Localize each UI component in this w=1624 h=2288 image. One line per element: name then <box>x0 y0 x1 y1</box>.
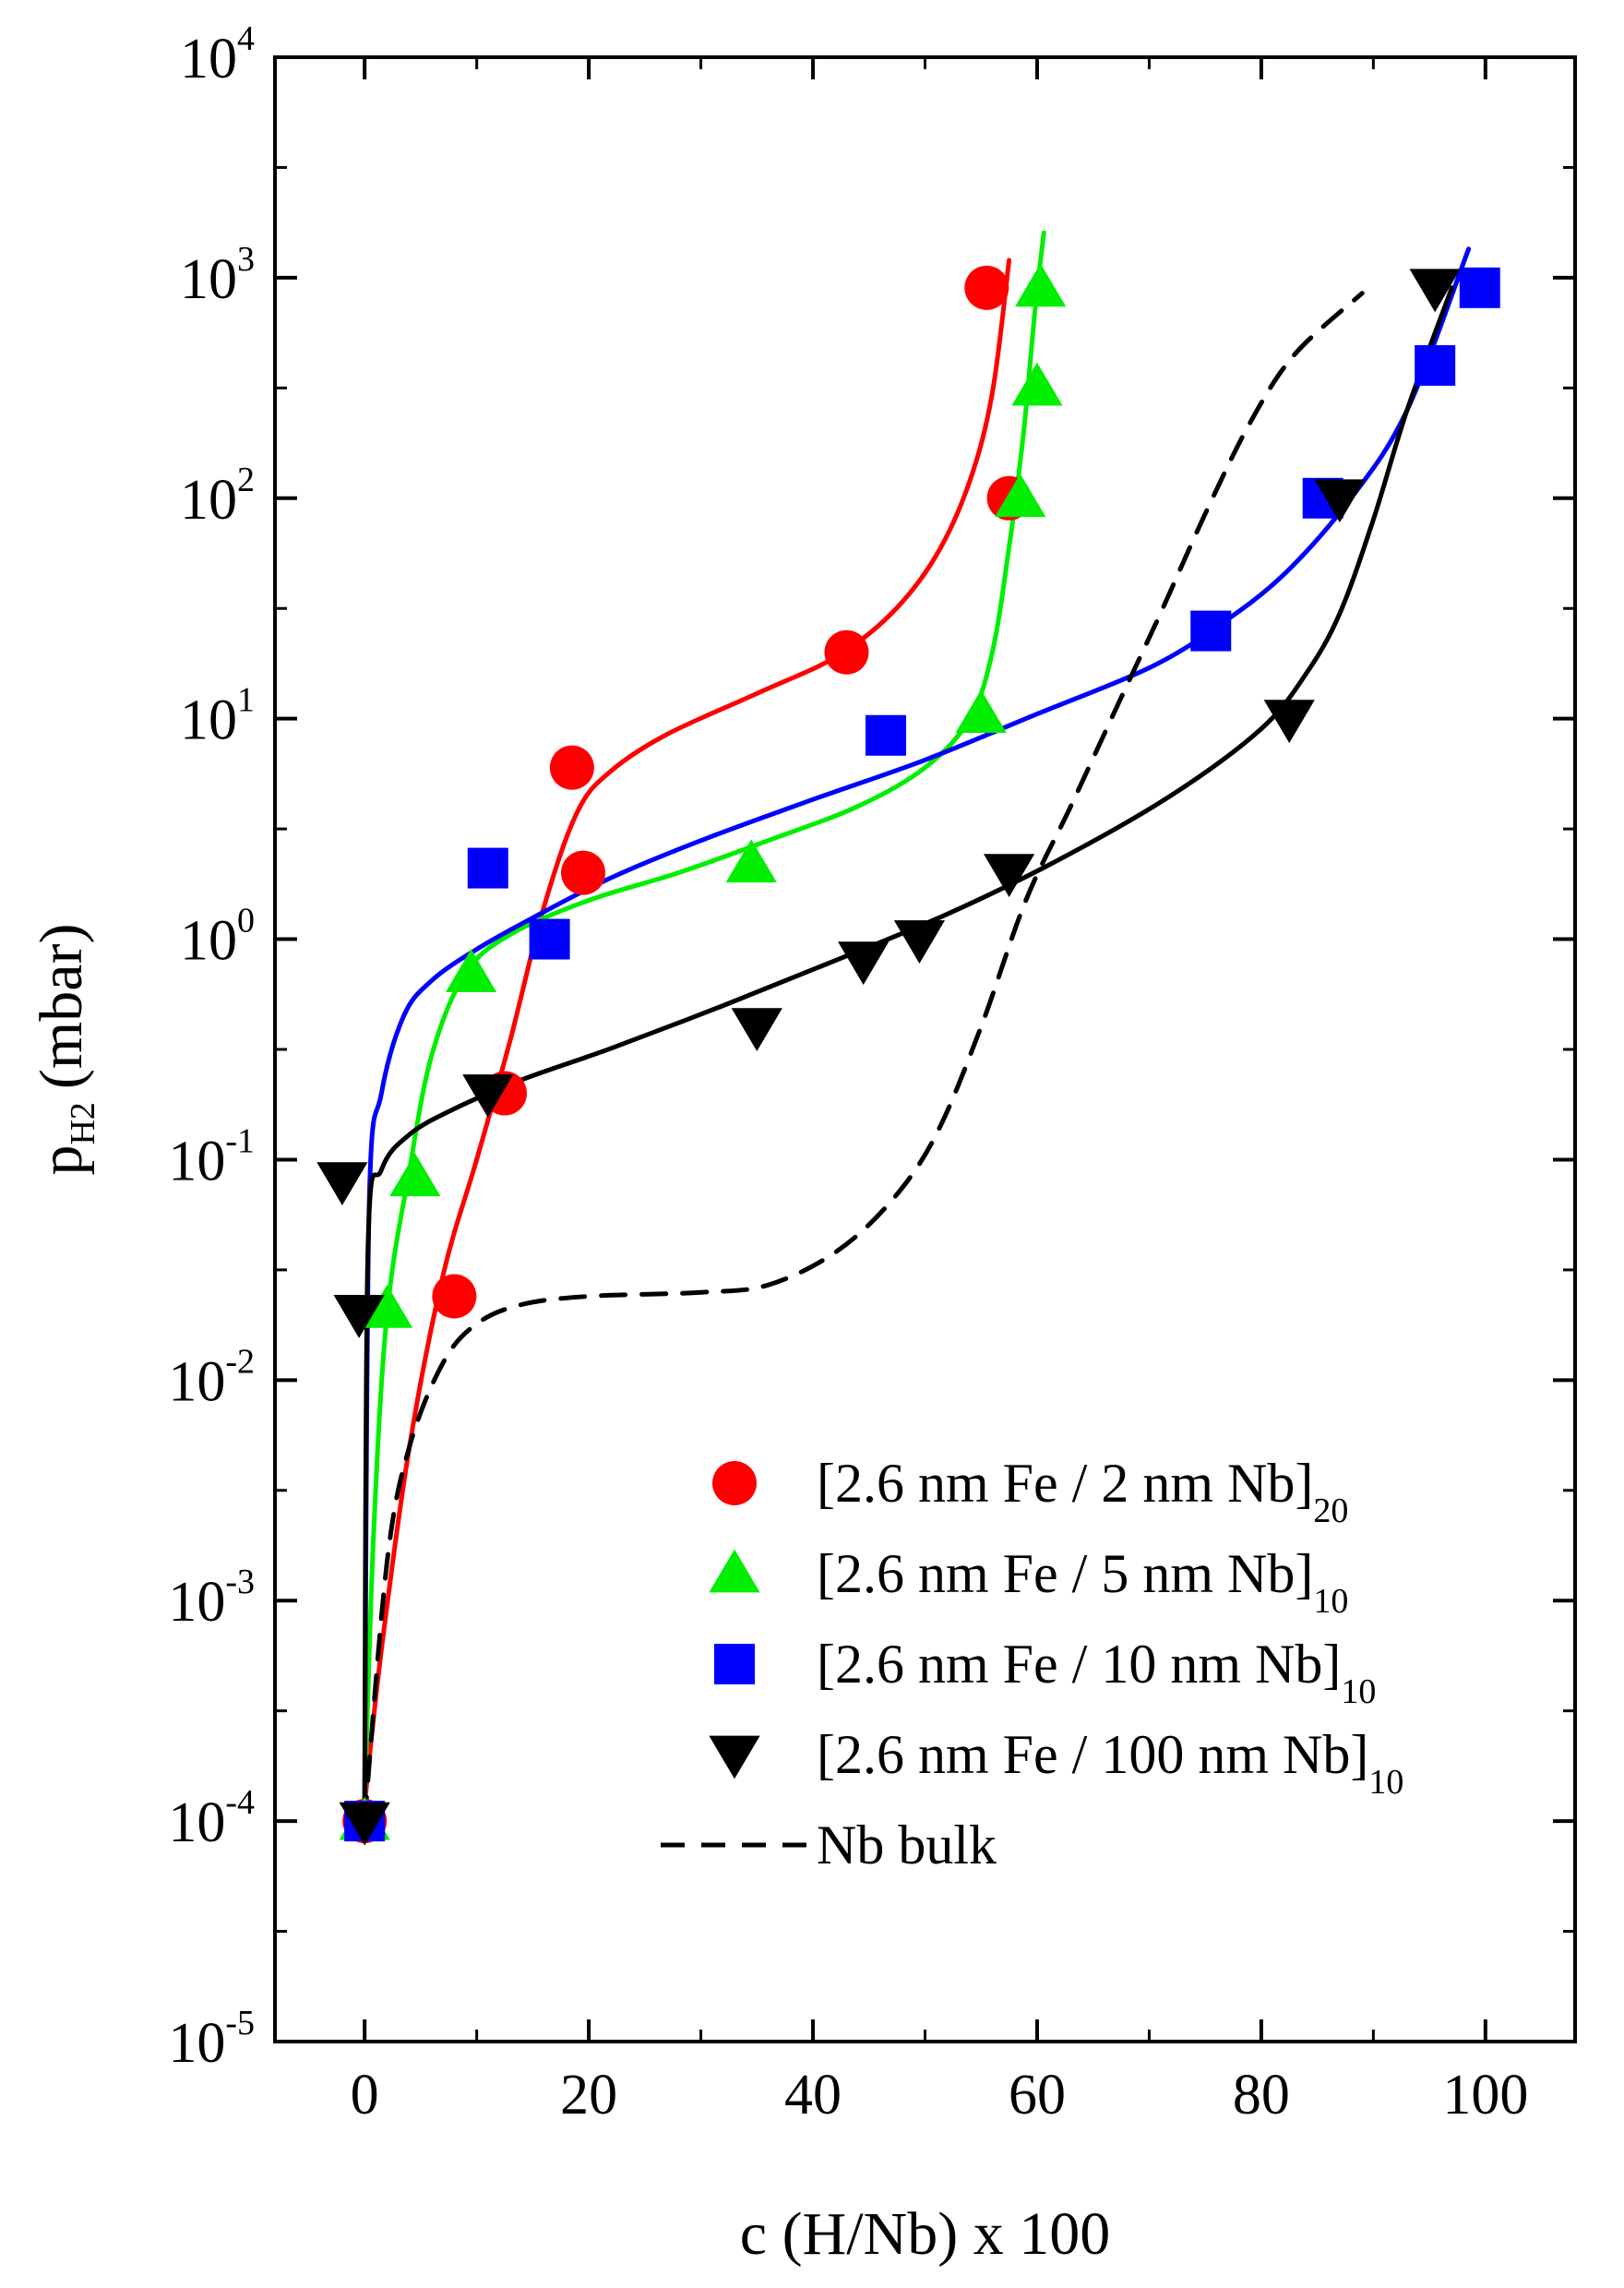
data-point-series-1 <box>561 850 606 895</box>
legend-label: [2.6 nm Fe / 10 nm Nb]10 <box>817 1634 1376 1711</box>
y-tick-base: 10 <box>180 910 237 973</box>
y-tick-exponent: -4 <box>225 1783 255 1822</box>
y-tick-base: 10 <box>168 1571 225 1634</box>
y-tick-exponent: 1 <box>237 681 255 720</box>
data-point-series-2 <box>1015 263 1067 307</box>
legend-marker <box>709 1735 760 1779</box>
data-point-series-4 <box>333 1295 385 1338</box>
data-point-series-2 <box>995 473 1046 518</box>
y-tick-exponent: 0 <box>237 902 255 940</box>
fit-line-series-1 <box>362 258 1012 1806</box>
legend: [2.6 nm Fe / 2 nm Nb]20[2.6 nm Fe / 5 nm… <box>661 1453 1403 1875</box>
y-tick-exponent: -3 <box>225 1563 255 1601</box>
legend-label: Nb bulk <box>817 1815 997 1875</box>
y-tick-label: 10-5 <box>168 2004 255 2075</box>
x-tick-label: 40 <box>784 2064 842 2126</box>
legend-marker <box>712 1461 757 1505</box>
y-tick-base: 10 <box>168 1130 225 1192</box>
x-axis-title: c (H/Nb) x 100 <box>740 2200 1110 2268</box>
legend-label-main: [2.6 nm Fe / 5 nm Nb] <box>817 1543 1313 1604</box>
data-point-series-4 <box>1263 700 1315 744</box>
y-tick-exponent: -5 <box>225 2004 255 2042</box>
axes-layer: 0 20 40 60 80 10010-510-410-310-210-110010110… <box>168 19 1577 2126</box>
y-tick-label: 104 <box>180 19 255 90</box>
legend-label-subscript: 10 <box>1313 1582 1348 1621</box>
y-axis-title: pH2 (mbar) <box>28 923 102 1175</box>
y-tick-label: 102 <box>180 461 255 532</box>
data-point-series-4 <box>983 854 1035 898</box>
data-point-series-3 <box>467 847 508 889</box>
y-tick-base: 10 <box>180 248 237 311</box>
y-tick-label: 10-1 <box>168 1121 255 1192</box>
legend-label-main: Nb bulk <box>817 1815 997 1875</box>
y-tick-exponent: -1 <box>225 1121 255 1160</box>
y-tick-label: 10-3 <box>168 1563 255 1634</box>
data-point-series-4 <box>731 1008 782 1052</box>
data-points-layer <box>316 263 1500 1846</box>
x-tick-label: 0 <box>351 2064 379 2126</box>
y-tick-base: 10 <box>180 28 237 90</box>
data-point-series-4 <box>339 1802 390 1846</box>
y-tick-exponent: -2 <box>225 1342 255 1381</box>
data-point-series-2 <box>389 1153 441 1197</box>
legend-marker <box>709 1549 760 1593</box>
y-tick-base: 10 <box>168 2012 225 2075</box>
legend-label-main: [2.6 nm Fe / 10 nm Nb] <box>817 1634 1341 1695</box>
x-tick-label: 100 <box>1442 2064 1528 2126</box>
y-tick-base: 10 <box>180 689 237 752</box>
legend-label-subscript: 20 <box>1313 1491 1348 1530</box>
legend-label-subscript: 10 <box>1341 1672 1376 1711</box>
y-tick-base: 10 <box>168 1791 225 1854</box>
legend-label-main: [2.6 nm Fe / 100 nm Nb] <box>817 1724 1368 1785</box>
y-axis-title-main: p <box>28 1145 95 1176</box>
data-point-series-4 <box>316 1162 368 1205</box>
x-tick-label: 20 <box>560 2064 617 2126</box>
y-tick-exponent: 4 <box>237 19 255 58</box>
y-tick-exponent: 3 <box>237 240 255 279</box>
data-point-series-3 <box>1190 610 1232 652</box>
data-point-series-1 <box>824 629 869 675</box>
y-tick-label: 10-4 <box>168 1783 255 1854</box>
data-point-series-2 <box>1011 362 1063 406</box>
data-point-series-4 <box>893 920 946 964</box>
y-tick-base: 10 <box>180 469 237 532</box>
data-point-series-2 <box>955 689 1007 734</box>
legend-label: [2.6 nm Fe / 5 nm Nb]10 <box>817 1543 1348 1621</box>
y-tick-label: 100 <box>180 902 255 973</box>
y-axis-title-unit: (mbar) <box>28 923 95 1089</box>
legend-marker <box>714 1644 755 1684</box>
data-point-series-2 <box>725 839 777 883</box>
fit-line-series-5 <box>362 291 1365 1824</box>
legend-label-subscript: 10 <box>1368 1763 1403 1802</box>
legend-label: [2.6 nm Fe / 2 nm Nb]20 <box>817 1453 1348 1530</box>
data-point-series-2 <box>445 949 497 992</box>
fit-line-series-3 <box>362 246 1472 1806</box>
x-tick-label: 80 <box>1233 2064 1290 2126</box>
data-point-series-1 <box>964 265 1009 310</box>
data-point-series-4 <box>462 1074 514 1118</box>
data-point-series-3 <box>1415 344 1456 386</box>
y-axis-title-subscript: H2 <box>64 1102 102 1144</box>
data-point-series-4 <box>1314 479 1366 523</box>
data-point-series-1 <box>549 745 594 790</box>
x-tick-label: 60 <box>1009 2064 1066 2126</box>
data-point-series-3 <box>865 714 906 756</box>
legend-label: [2.6 nm Fe / 100 nm Nb]10 <box>817 1724 1403 1802</box>
data-point-series-2 <box>361 1284 413 1328</box>
legend-label-main: [2.6 nm Fe / 2 nm Nb] <box>817 1453 1313 1514</box>
data-point-series-4 <box>838 941 890 986</box>
data-point-series-4 <box>1409 269 1461 313</box>
y-tick-base: 10 <box>168 1350 225 1413</box>
fit-line-series-4 <box>362 285 1454 1806</box>
data-point-series-3 <box>1459 267 1500 308</box>
y-tick-exponent: 2 <box>237 461 255 499</box>
y-tick-label: 101 <box>180 681 255 752</box>
data-point-series-1 <box>432 1274 477 1319</box>
y-tick-label: 103 <box>180 240 255 311</box>
y-tick-label: 10-2 <box>168 1342 255 1413</box>
data-point-series-3 <box>529 918 570 960</box>
